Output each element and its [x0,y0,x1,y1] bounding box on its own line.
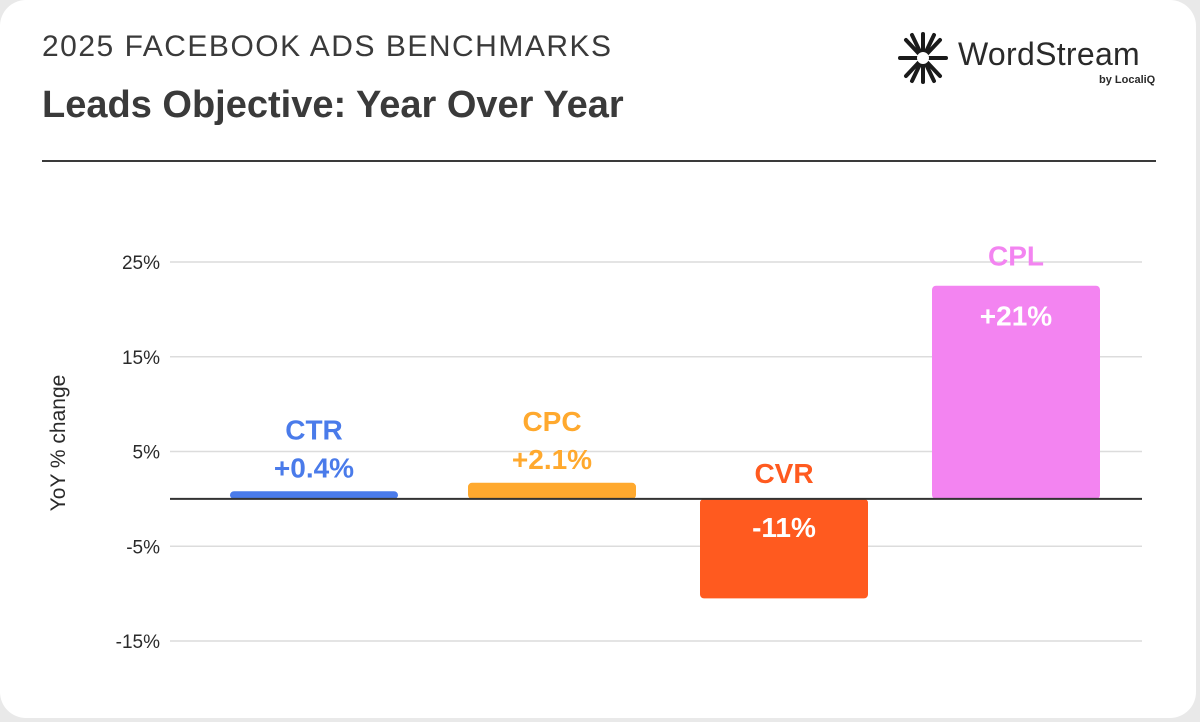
category-label: CPL [988,241,1044,272]
data-label: +21% [980,301,1052,332]
y-tick-label: 15% [122,348,160,369]
category-label: CVR [754,458,813,489]
brand-name: WordStream [958,36,1141,72]
bar-cpl [932,285,1100,499]
y-tick-label: 25% [122,253,160,274]
wordstream-burst-icon [898,32,948,84]
y-tick-label: -5% [126,537,160,558]
brand-logo: WordStream by LocaliQ [896,30,1166,90]
y-tick-label: -15% [116,632,160,653]
category-label: CTR [285,414,343,445]
y-axis-label: YoY % change [47,375,70,512]
bar-cvr [700,498,868,599]
data-label: +2.1% [512,444,592,475]
eyebrow-title: 2025 FACEBOOK ADS BENCHMARKS [42,30,613,63]
bar-cpc [468,482,636,499]
page-title: Leads Objective: Year Over Year [42,84,624,126]
category-label: CPC [522,406,581,437]
brand-subtitle: by LocaliQ [1099,74,1156,86]
data-label: -11% [752,512,816,543]
header-divider [42,160,1156,162]
bar-ctr [230,491,398,499]
data-label: +0.4% [274,452,354,483]
y-tick-label: 5% [133,443,161,464]
